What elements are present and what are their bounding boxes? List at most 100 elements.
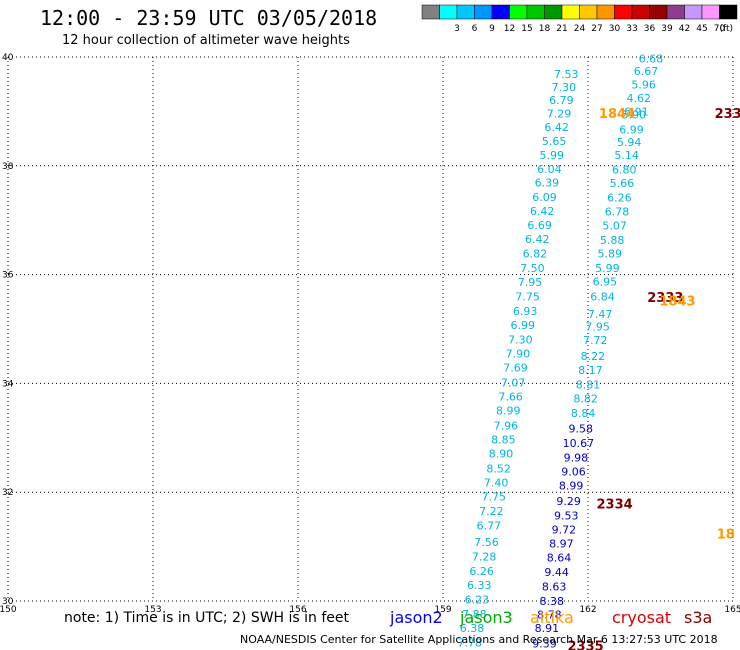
satellite-legend-cryosat: cryosat <box>612 608 672 627</box>
data-point-label: 6.77 <box>477 519 502 532</box>
pass-time-label: 1843 <box>659 295 695 310</box>
color-scale-swatch <box>456 4 475 20</box>
data-point-label: 7.88 <box>462 608 487 621</box>
data-point-label: 8.82 <box>573 393 598 406</box>
data-point-label: 6.93 <box>513 305 538 318</box>
color-scale-swatch <box>719 4 738 20</box>
data-point-label: 6.80 <box>612 164 637 177</box>
color-scale-swatch <box>631 4 650 20</box>
data-point-label: 7.75 <box>515 290 540 303</box>
data-point-label: 8.84 <box>571 407 596 420</box>
x-tick-label: 150 <box>0 605 17 615</box>
data-point-label: 9.06 <box>561 466 586 479</box>
color-scale-swatch <box>544 4 563 20</box>
color-scale-swatch <box>561 4 580 20</box>
color-scale-label: 21 <box>556 24 567 34</box>
pass-time-label: 2335 <box>567 640 603 650</box>
data-point-label: 4.62 <box>627 92 652 105</box>
color-scale-swatch <box>684 4 703 20</box>
satellite-legend-s3a: s3a <box>684 608 713 627</box>
data-point-label: 8.99 <box>496 405 521 418</box>
page-title: 12:00 - 23:59 UTC 03/05/2018 <box>40 6 378 30</box>
data-point-label: 7.95 <box>585 320 610 333</box>
y-tick-label: 34 <box>2 379 14 389</box>
data-point-label: 5.14 <box>614 149 639 162</box>
color-scale-swatch <box>439 4 458 20</box>
data-point-label: 6.95 <box>593 276 618 289</box>
data-point-label: 6.23 <box>465 593 490 606</box>
data-point-label: 6.84 <box>590 290 615 303</box>
data-point-label: 7.30 <box>552 81 577 94</box>
data-point-label: 5.99 <box>595 262 620 275</box>
data-point-label: 6.38 <box>460 622 485 635</box>
pass-time-label: 2333 <box>647 291 683 306</box>
data-point-label: 7.30 <box>508 333 533 346</box>
y-tick-label: 32 <box>2 488 13 498</box>
data-point-label: 6.82 <box>523 247 548 260</box>
color-scale-label: 45 <box>696 24 707 34</box>
color-scale-label: 3 <box>454 24 460 34</box>
data-point-label: 7.29 <box>547 108 572 121</box>
data-point-label: 6.26 <box>607 191 632 204</box>
data-point-label: 6.99 <box>619 123 644 136</box>
page-subtitle: 12 hour collection of altimeter wave hei… <box>62 33 350 48</box>
data-point-label: 6.33 <box>467 579 492 592</box>
color-scale-label: 18 <box>539 24 551 34</box>
data-point-label: 6.91 <box>624 105 649 118</box>
y-tick-label: 38 <box>2 162 14 172</box>
color-scale-label: 30 <box>609 24 621 34</box>
data-point-label: 5.66 <box>610 177 635 190</box>
data-point-label: 8.38 <box>540 595 565 608</box>
chart-marks: 6.686.675.964.626.915.906.995.945.146.80… <box>457 53 740 650</box>
x-tick-label: 159 <box>434 605 451 615</box>
data-point-label: 5.07 <box>602 220 627 233</box>
data-point-label: 5.90 <box>622 109 647 122</box>
data-point-label: 8.90 <box>489 448 514 461</box>
data-point-label: 5.88 <box>600 234 625 247</box>
color-scale-swatch <box>509 4 528 20</box>
color-scale-swatch <box>491 4 510 20</box>
color-scale-swatch <box>474 4 493 20</box>
color-scale-label: 12 <box>504 24 515 34</box>
data-point-label: 7.90 <box>506 347 531 360</box>
data-point-label: 9.29 <box>556 495 581 508</box>
data-point-label: 8.91 <box>535 622 560 635</box>
data-point-label: 6.04 <box>537 163 562 176</box>
data-point-label: 6.09 <box>532 191 557 204</box>
data-point-label: 9.53 <box>554 510 579 523</box>
satellite-legend-jason2: jason2 <box>390 608 443 627</box>
data-point-label: 5.99 <box>540 149 565 162</box>
data-point-label: 5.96 <box>631 79 656 92</box>
data-point-label: 7.50 <box>520 262 545 275</box>
pass-time-label: 1844 <box>599 107 635 122</box>
y-tick-label: 36 <box>2 271 14 281</box>
color-scale-legend: 3 6 9 12 15 18 21 24 27 30 33 36 39 42 45 70(ft) <box>421 4 738 34</box>
color-scale-label: 6 <box>472 24 478 34</box>
data-point-label: 7.40 <box>484 476 509 489</box>
color-scale-swatch <box>421 4 440 20</box>
color-scale-swatch <box>649 4 668 20</box>
data-point-label: 7.53 <box>554 68 579 81</box>
data-point-label: 7.69 <box>503 362 528 375</box>
data-point-label: 7.75 <box>482 491 507 504</box>
data-point-label: 8.22 <box>581 350 606 363</box>
color-scale-label: 24 <box>574 24 586 34</box>
data-point-label: 10.67 <box>563 437 595 450</box>
data-point-label: 6.78 <box>605 205 630 218</box>
x-tick-label: 162 <box>579 605 596 615</box>
data-point-label: 6.26 <box>469 565 494 578</box>
data-point-label: 5.89 <box>598 247 623 260</box>
color-scale-swatch <box>701 4 720 20</box>
color-scale-swatch <box>526 4 545 20</box>
data-point-label: 8.85 <box>491 433 516 446</box>
satellite-legend-jason3: jason3 <box>460 608 513 627</box>
color-scale-swatch <box>579 4 598 20</box>
color-scale-swatch <box>666 4 685 20</box>
data-point-label: 7.56 <box>474 536 499 549</box>
data-point-label: 8.64 <box>547 551 572 564</box>
footer-credit: NOAA/NESDIS Center for Satellite Applica… <box>240 633 718 646</box>
axis-ticks: 150 153 156 159 162 165 30 32 34 36 38 40 <box>0 53 740 615</box>
data-point-label: 7.28 <box>472 550 497 563</box>
data-point-label: 5.94 <box>617 136 642 149</box>
